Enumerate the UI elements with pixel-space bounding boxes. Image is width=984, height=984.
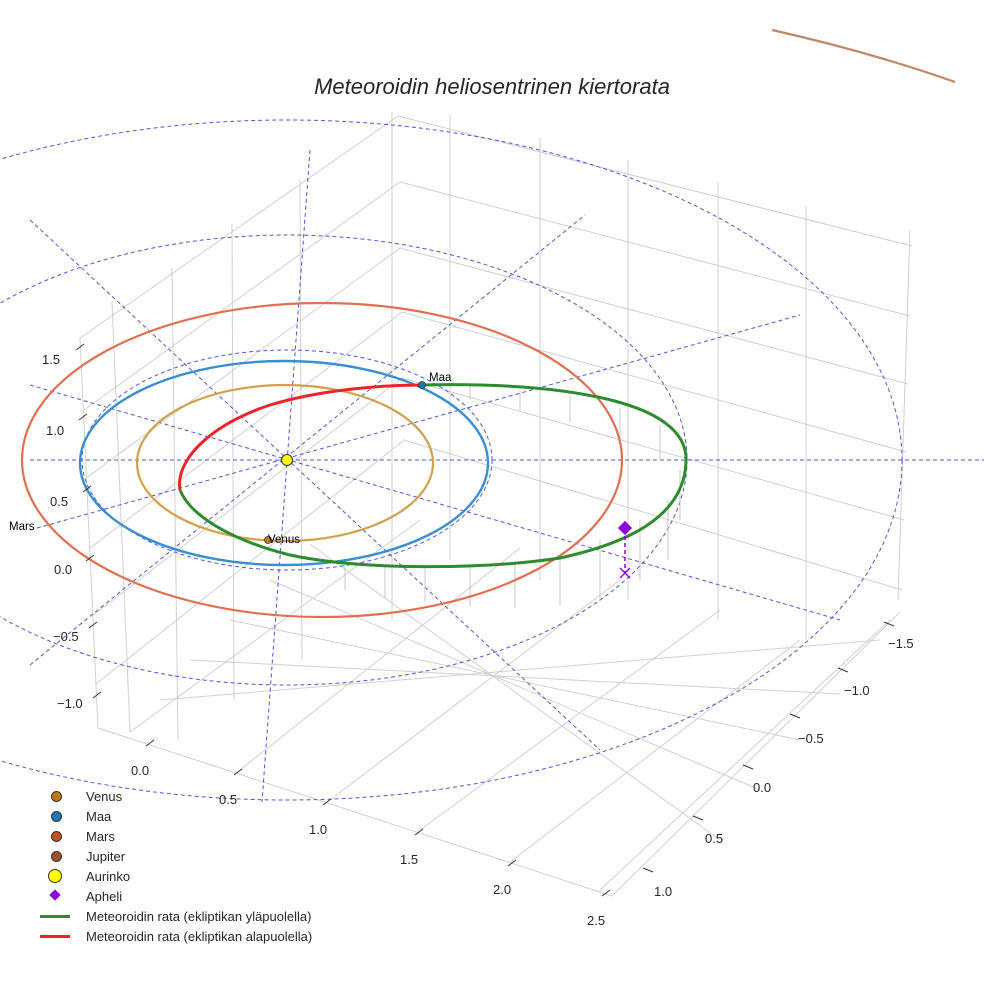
meteoroid-orbit-below	[178, 383, 423, 491]
x-tick: 2.5	[587, 913, 606, 928]
meteoroid-orbit-above	[178, 383, 688, 569]
legend-item-maa[interactable]: Maa	[34, 806, 312, 826]
legend-item-apheli[interactable]: Apheli	[34, 886, 312, 906]
earth-marker	[418, 381, 426, 389]
y-tick: −0.5	[798, 731, 824, 746]
venus-marker	[264, 536, 272, 544]
mars-orbit	[20, 301, 624, 619]
venus-marker-icon	[51, 791, 62, 802]
legend-item-jupiter[interactable]: Jupiter	[34, 846, 312, 866]
sun-marker-icon	[48, 869, 62, 883]
planet-markers	[264, 381, 426, 544]
earth-marker-icon	[51, 811, 62, 822]
green-line-icon	[40, 915, 70, 918]
y-tick: −1.5	[888, 636, 914, 651]
x-tick: 1.5	[400, 852, 419, 867]
z-tick: 1.0	[46, 423, 65, 438]
mars-marker-icon	[51, 831, 62, 842]
drop-lines	[344, 386, 681, 608]
z-tick: −1.0	[57, 696, 83, 711]
x-tick: 0.5	[219, 792, 238, 807]
jupiter-orbit	[771, 28, 956, 84]
label-mars: Mars	[9, 521, 35, 533]
label-maa: Maa	[429, 372, 452, 384]
ecliptic-grid	[0, 119, 984, 803]
legend-item-orbit-below[interactable]: Meteoroidin rata (ekliptikan alapuolella…	[34, 926, 312, 946]
earth-orbit	[78, 359, 490, 567]
legend-item-aurinko[interactable]: Aurinko	[34, 866, 312, 886]
meteoroid-orbit	[178, 383, 688, 569]
tick-marks	[75, 343, 895, 897]
red-line-icon	[40, 935, 70, 938]
legend-item-mars[interactable]: Mars	[34, 826, 312, 846]
z-tick: 1.5	[42, 352, 61, 367]
y-tick: −1.0	[844, 683, 870, 698]
grid-lines	[79, 112, 913, 897]
x-tick: 0.0	[131, 763, 150, 778]
chart-title: Meteoroidin heliosentrinen kiertorata	[314, 74, 670, 99]
x-tick: 2.0	[493, 882, 512, 897]
z-tick: 0.5	[50, 494, 69, 509]
aphelion	[617, 520, 633, 579]
jupiter-marker-icon	[51, 851, 62, 862]
planet-orbits	[20, 28, 956, 619]
y-tick: 0.5	[705, 831, 724, 846]
diamond-marker-icon	[49, 889, 61, 901]
legend-item-venus[interactable]: Venus	[34, 786, 312, 806]
sun-marker	[281, 454, 293, 466]
label-venus: Venus	[268, 534, 300, 546]
z-tick: 0.0	[54, 562, 73, 577]
y-tick: 0.0	[753, 780, 772, 795]
legend: Venus Maa Mars Jupiter Aurinko Apheli Me…	[34, 786, 312, 946]
x-tick: 1.0	[309, 822, 328, 837]
venus-orbit	[135, 383, 435, 543]
legend-item-orbit-above[interactable]: Meteoroidin rata (ekliptikan yläpuolella…	[34, 906, 312, 926]
y-tick: 1.0	[654, 884, 673, 899]
z-tick: −0.5	[53, 629, 79, 644]
